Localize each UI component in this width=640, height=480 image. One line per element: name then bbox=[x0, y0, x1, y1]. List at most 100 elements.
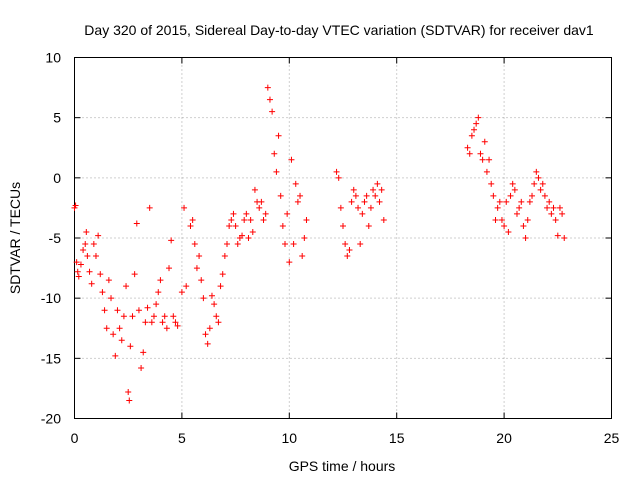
data-point bbox=[75, 273, 82, 280]
y-tick-label: -20 bbox=[41, 411, 61, 427]
x-tick-label: 5 bbox=[178, 430, 186, 446]
data-point bbox=[144, 304, 151, 311]
y-tick-label: -15 bbox=[41, 350, 61, 366]
data-point bbox=[198, 277, 205, 284]
data-point bbox=[234, 241, 241, 248]
data-point bbox=[494, 204, 501, 211]
data-point bbox=[548, 210, 555, 217]
data-point bbox=[346, 247, 353, 254]
data-point bbox=[498, 216, 505, 223]
data-point bbox=[559, 210, 566, 217]
data-point bbox=[193, 265, 200, 272]
data-point bbox=[292, 180, 299, 187]
data-point bbox=[95, 232, 102, 239]
data-point bbox=[204, 340, 211, 347]
data-point bbox=[546, 198, 553, 205]
data-point bbox=[208, 292, 215, 299]
data-point bbox=[99, 289, 106, 296]
data-point bbox=[129, 313, 136, 320]
data-point bbox=[112, 352, 119, 359]
data-point bbox=[275, 132, 282, 139]
data-point bbox=[490, 192, 497, 199]
data-point bbox=[155, 289, 162, 296]
data-point bbox=[211, 301, 218, 308]
data-point bbox=[88, 280, 95, 287]
data-point bbox=[118, 337, 125, 344]
data-point bbox=[513, 210, 520, 217]
data-point bbox=[73, 259, 80, 266]
data-point bbox=[157, 277, 164, 284]
data-point bbox=[556, 204, 563, 211]
data-point bbox=[468, 132, 475, 139]
data-point bbox=[138, 364, 145, 371]
data-point bbox=[116, 325, 123, 332]
data-point bbox=[376, 198, 383, 205]
y-tick-label: 0 bbox=[53, 170, 61, 186]
data-point bbox=[531, 180, 538, 187]
data-point bbox=[153, 301, 160, 308]
data-point bbox=[522, 235, 529, 241]
data-point bbox=[370, 186, 377, 193]
y-tick-label: -10 bbox=[41, 290, 61, 306]
data-point bbox=[202, 331, 209, 338]
data-point bbox=[524, 216, 531, 223]
data-point bbox=[249, 228, 256, 235]
data-point bbox=[335, 174, 342, 181]
x-axis-title: GPS time / hours bbox=[289, 458, 396, 474]
data-point bbox=[529, 192, 536, 199]
data-point bbox=[535, 174, 542, 181]
data-point bbox=[189, 216, 196, 223]
data-point bbox=[114, 307, 121, 314]
data-point bbox=[74, 268, 81, 275]
data-point bbox=[303, 216, 310, 223]
data-point bbox=[492, 216, 499, 223]
data-point bbox=[232, 222, 239, 229]
data-point bbox=[544, 204, 551, 211]
data-point bbox=[86, 268, 93, 275]
data-point bbox=[230, 210, 237, 217]
data-point bbox=[340, 222, 346, 229]
data-point bbox=[174, 322, 181, 329]
data-point bbox=[359, 210, 366, 217]
data-point bbox=[183, 283, 190, 290]
y-tick-label: -5 bbox=[49, 230, 62, 246]
data-point bbox=[224, 241, 231, 248]
data-point bbox=[228, 216, 235, 223]
data-point bbox=[277, 192, 284, 199]
data-point bbox=[367, 204, 374, 211]
data-point bbox=[378, 186, 385, 193]
data-point bbox=[511, 186, 518, 193]
data-point bbox=[239, 232, 246, 239]
data-point bbox=[150, 313, 157, 320]
data-point bbox=[251, 186, 258, 193]
data-point bbox=[108, 295, 115, 302]
data-point bbox=[77, 261, 84, 268]
data-point bbox=[187, 222, 194, 229]
data-point bbox=[92, 253, 99, 260]
data-point bbox=[475, 114, 482, 121]
data-point bbox=[258, 198, 265, 205]
data-point bbox=[486, 156, 493, 163]
data-point bbox=[526, 198, 533, 205]
data-point bbox=[80, 247, 87, 254]
data-point bbox=[539, 180, 546, 187]
data-point bbox=[191, 241, 198, 248]
data-point bbox=[196, 253, 203, 260]
x-tick-label: 25 bbox=[604, 430, 620, 446]
data-point bbox=[284, 210, 291, 217]
data-point bbox=[352, 192, 359, 199]
data-point bbox=[282, 241, 289, 248]
data-point bbox=[161, 313, 168, 320]
data-point bbox=[148, 319, 155, 326]
data-point bbox=[262, 210, 269, 217]
data-point bbox=[372, 192, 379, 199]
data-point bbox=[245, 235, 252, 241]
data-point bbox=[294, 198, 301, 205]
data-point bbox=[172, 319, 179, 326]
data-point bbox=[131, 271, 138, 278]
data-point bbox=[496, 198, 503, 205]
data-point bbox=[350, 186, 357, 193]
data-point bbox=[507, 192, 514, 199]
data-point bbox=[473, 120, 480, 127]
